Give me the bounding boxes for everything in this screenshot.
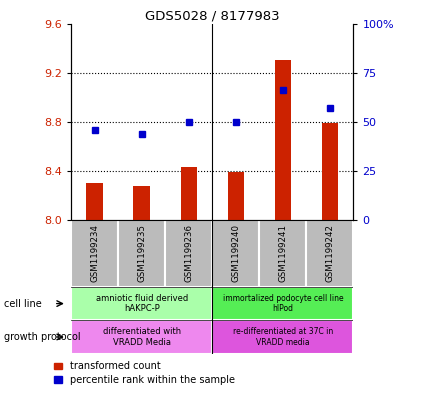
Text: differentiated with
VRADD Media: differentiated with VRADD Media (102, 327, 180, 347)
Bar (118, 220, 165, 287)
Bar (86, 183, 103, 220)
Bar (133, 186, 150, 220)
Text: GSM1199240: GSM1199240 (231, 224, 240, 283)
Text: GSM1199236: GSM1199236 (184, 224, 193, 283)
Text: GSM1199241: GSM1199241 (278, 224, 287, 283)
Bar (321, 123, 338, 220)
Text: GSM1199234: GSM1199234 (90, 224, 99, 283)
Text: immortalized podocyte cell line
hIPod: immortalized podocyte cell line hIPod (222, 294, 342, 313)
Bar (180, 167, 197, 220)
Bar (306, 220, 353, 287)
Text: GSM1199235: GSM1199235 (137, 224, 146, 283)
Text: amniotic fluid derived
hAKPC-P: amniotic fluid derived hAKPC-P (95, 294, 187, 313)
Text: re-differentiated at 37C in
VRADD media: re-differentiated at 37C in VRADD media (232, 327, 332, 347)
Bar (212, 320, 353, 354)
Legend: transformed count, percentile rank within the sample: transformed count, percentile rank withi… (54, 362, 234, 385)
Bar (165, 220, 212, 287)
Text: GSM1199242: GSM1199242 (325, 224, 334, 283)
Bar (71, 320, 212, 354)
Bar (71, 287, 212, 320)
Bar (212, 220, 259, 287)
Title: GDS5028 / 8177983: GDS5028 / 8177983 (144, 9, 279, 22)
Bar (274, 61, 290, 220)
Bar (227, 172, 243, 220)
Bar (259, 220, 306, 287)
Bar (71, 220, 118, 287)
Text: cell line: cell line (4, 299, 42, 309)
Bar (212, 287, 353, 320)
Text: growth protocol: growth protocol (4, 332, 81, 342)
